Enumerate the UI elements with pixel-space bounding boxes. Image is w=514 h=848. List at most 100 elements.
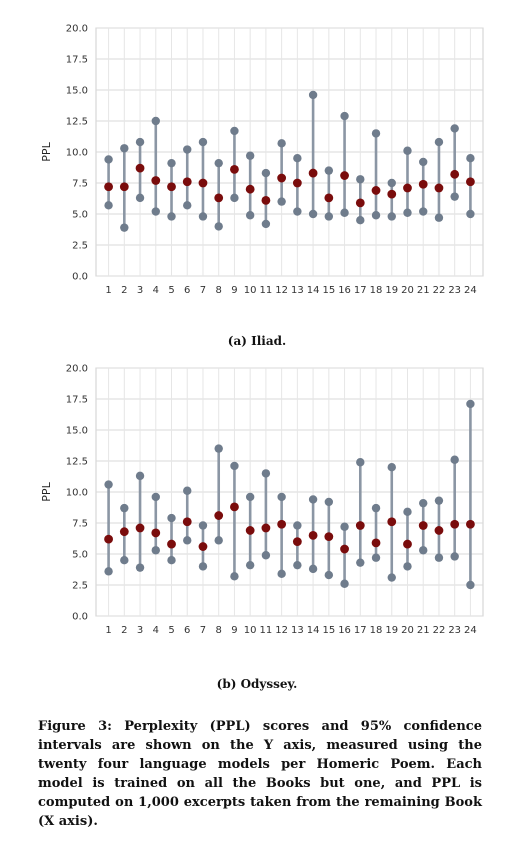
iliad-ci-upper-point: [245, 151, 255, 160]
odyssey-ci-lower-point: [419, 546, 428, 555]
iliad-ci-lower-point: [277, 197, 286, 206]
odyssey-x-tick-label: 15: [322, 625, 335, 636]
odyssey-x-tick-label: 4: [153, 625, 159, 636]
odyssey-x-tick-label: 17: [354, 625, 367, 636]
iliad-mean-point: [324, 193, 334, 203]
iliad-mean-point: [371, 186, 381, 195]
odyssey-ci-upper-point: [183, 486, 192, 495]
odyssey-ci-lower-point: [387, 573, 396, 582]
odyssey-ci-lower-point: [167, 556, 176, 565]
iliad-ci-lower-point: [151, 207, 160, 216]
odyssey-ci-upper-point: [120, 503, 129, 513]
odyssey-ci-lower-point: [324, 570, 334, 580]
iliad-ci-lower-point: [371, 211, 381, 220]
iliad-ci-lower-point: [120, 223, 129, 232]
odyssey-ci-upper-point: [466, 399, 475, 409]
iliad-ci-upper-point: [293, 154, 302, 163]
iliad-mean-point: [355, 198, 365, 208]
iliad-ci-upper-point: [387, 178, 396, 188]
odyssey-ci-upper-point: [356, 458, 365, 467]
iliad-x-tick-label: 7: [200, 285, 206, 296]
odyssey-ci-lower-point: [104, 567, 113, 576]
odyssey-mean-point: [324, 532, 334, 542]
odyssey-x-tick-label: 24: [464, 625, 477, 636]
odyssey-ci-lower-point: [450, 552, 459, 561]
odyssey-x-tick-label: 3: [137, 625, 143, 636]
iliad-x-tick-label: 22: [433, 285, 446, 296]
iliad-x-tick-label: 3: [137, 285, 143, 296]
odyssey-ci-upper-point: [261, 469, 271, 478]
odyssey-y-tick-label: 2.5: [72, 581, 88, 592]
iliad-y-tick-label: 0.0: [72, 272, 88, 283]
iliad-ci-lower-point: [324, 212, 334, 221]
iliad-x-tick-label: 23: [448, 285, 461, 296]
iliad-mean-point: [135, 163, 145, 173]
odyssey-x-tick-label: 13: [291, 625, 304, 636]
odyssey-x-tick-label: 2: [121, 625, 127, 636]
iliad-ci-lower-point: [434, 213, 444, 222]
iliad-ci-upper-point: [340, 111, 349, 121]
iliad-ci-lower-point: [340, 208, 349, 217]
iliad-ci-upper-point: [230, 126, 239, 136]
iliad-ci-lower-point: [403, 208, 412, 217]
iliad-ci-upper-point: [135, 137, 145, 147]
odyssey-chart-svg: 0.02.55.07.510.012.515.017.520.01 2 3 4 5 6 7 8…: [40, 364, 484, 642]
odyssey-ci-upper-point: [403, 507, 412, 517]
odyssey-ci-lower-point: [120, 556, 129, 565]
iliad-ci-upper-point: [450, 124, 459, 133]
iliad-ci-upper-point: [151, 116, 160, 126]
odyssey-x-tick-label: 14: [307, 625, 320, 636]
iliad-ci-lower-point: [245, 211, 255, 220]
iliad-ci-lower-point: [356, 216, 365, 225]
odyssey-x-tick-label: 9: [231, 625, 237, 636]
iliad-x-tick-label: 21: [417, 285, 430, 296]
iliad-chart: 0.0 2.5 5.0 7.5 10.0 12.5 15.0 17.5 20.0 1 2 3 4 5 6 7 8…: [0, 0, 514, 300]
iliad-x-tick-label: 10: [244, 285, 257, 296]
iliad-y-tick-label: 5.0: [72, 210, 88, 221]
iliad-ci-upper-point: [198, 137, 208, 147]
iliad-mean-point: [308, 168, 318, 178]
odyssey-ci-lower-point: [308, 564, 318, 574]
iliad-ci-lower-point: [419, 207, 428, 216]
odyssey-ci-upper-point: [434, 496, 444, 505]
odyssey-mean-point: [355, 521, 365, 530]
figure-caption: Figure 3: Perplexity (PPL) scores and 95…: [38, 719, 482, 829]
odyssey-ci-lower-point: [198, 562, 208, 571]
odyssey-chart: 0.0 2.5 5.0 7.5 10.0 12.5 15.0 17.5 20.0 1 2 3 4 5 6 7 8…: [0, 340, 514, 642]
iliad-x-tick-label: 12: [275, 285, 288, 296]
odyssey-x-axis-title: Book: [276, 640, 304, 642]
iliad-x-tick-label: 20: [401, 285, 414, 296]
odyssey-ci-upper-point: [245, 492, 255, 502]
odyssey-mean-point: [198, 542, 208, 551]
odyssey-x-tick-label: 5: [168, 625, 174, 636]
odyssey-x-tick-label: 21: [417, 625, 430, 636]
odyssey-ci-upper-point: [151, 492, 160, 502]
iliad-mean-point: [261, 195, 271, 205]
iliad-mean-point: [418, 179, 428, 189]
iliad-mean-point: [167, 182, 176, 192]
odyssey-ci-lower-point: [214, 536, 223, 545]
iliad-ci-upper-point: [466, 154, 475, 163]
odyssey-ci-upper-point: [293, 521, 302, 530]
iliad-ci-upper-point: [183, 145, 192, 154]
iliad-ci-upper-point: [120, 144, 129, 153]
odyssey-mean-point: [387, 517, 397, 527]
iliad-chart-svg: 0.02.55.07.510.012.515.017.520.01 2 3 4 5 6 7 8…: [40, 24, 484, 296]
iliad-ci-lower-point: [183, 201, 192, 210]
odyssey-ci-lower-point: [466, 580, 475, 590]
iliad-ci-upper-point: [104, 155, 113, 164]
odyssey-mean-point: [151, 528, 161, 538]
iliad-x-tick-label: 8: [216, 285, 222, 296]
odyssey-ci-lower-point: [434, 553, 444, 562]
iliad-x-tick-label: 1: [105, 285, 111, 296]
odyssey-mean-point: [340, 544, 349, 554]
odyssey-x-tick-label: 16: [338, 625, 351, 636]
odyssey-x-tick-label: 1: [105, 625, 111, 636]
odyssey-y-tick-label: 17.5: [66, 395, 88, 406]
odyssey-x-tick-label: 20: [401, 625, 414, 636]
odyssey-ci-lower-point: [230, 572, 239, 581]
iliad-x-tick-label: 9: [231, 285, 237, 296]
iliad-ci-upper-point: [356, 175, 365, 184]
iliad-mean-point: [277, 173, 287, 183]
iliad-x-tick-label: 16: [338, 285, 351, 296]
